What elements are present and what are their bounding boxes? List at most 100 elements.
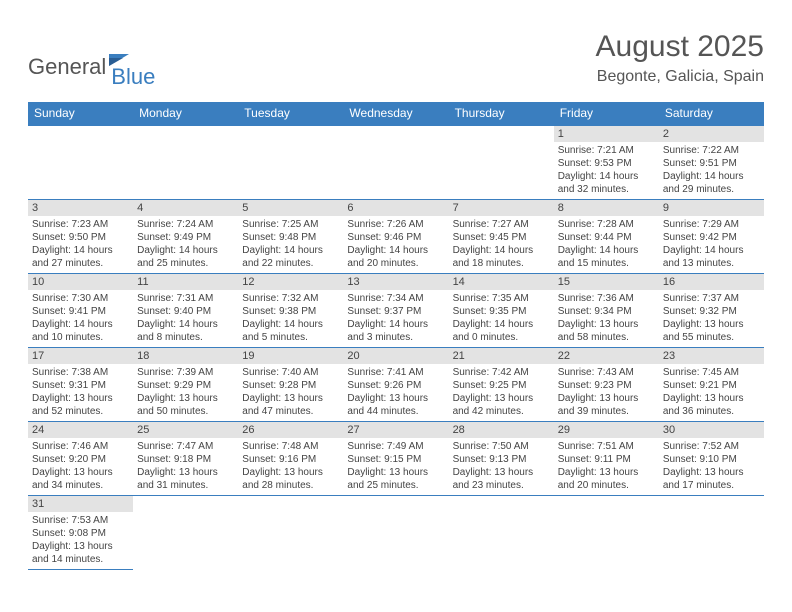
sunrise-text: Sunrise: 7:28 AM [558, 218, 655, 231]
calendar-cell: 23Sunrise: 7:45 AMSunset: 9:21 PMDayligh… [659, 348, 764, 422]
day-number: 30 [659, 422, 764, 438]
day-number: 6 [343, 200, 448, 216]
sunrise-text: Sunrise: 7:38 AM [32, 366, 129, 379]
sunset-text: Sunset: 9:26 PM [347, 379, 444, 392]
sunrise-text: Sunrise: 7:29 AM [663, 218, 760, 231]
sunset-text: Sunset: 9:20 PM [32, 453, 129, 466]
day-number: 11 [133, 274, 238, 290]
day-data: Sunrise: 7:53 AMSunset: 9:08 PMDaylight:… [28, 512, 133, 569]
calendar-cell: 28Sunrise: 7:50 AMSunset: 9:13 PMDayligh… [449, 422, 554, 496]
sunset-text: Sunset: 9:28 PM [242, 379, 339, 392]
calendar-week-row: 24Sunrise: 7:46 AMSunset: 9:20 PMDayligh… [28, 422, 764, 496]
sunrise-text: Sunrise: 7:24 AM [137, 218, 234, 231]
weekday-header: Friday [554, 102, 659, 125]
calendar-cell: 4Sunrise: 7:24 AMSunset: 9:49 PMDaylight… [133, 200, 238, 274]
daylight-text: Daylight: 13 hours and 58 minutes. [558, 318, 655, 344]
daylight-text: Daylight: 14 hours and 20 minutes. [347, 244, 444, 270]
day-number: 16 [659, 274, 764, 290]
sunset-text: Sunset: 9:34 PM [558, 305, 655, 318]
weekday-header-row: SundayMondayTuesdayWednesdayThursdayFrid… [28, 102, 764, 125]
day-data: Sunrise: 7:40 AMSunset: 9:28 PMDaylight:… [238, 364, 343, 421]
daylight-text: Daylight: 13 hours and 17 minutes. [663, 466, 760, 492]
day-number: 27 [343, 422, 448, 438]
daylight-text: Daylight: 13 hours and 39 minutes. [558, 392, 655, 418]
daylight-text: Daylight: 13 hours and 28 minutes. [242, 466, 339, 492]
weekday-header: Monday [133, 102, 238, 125]
location-text: Begonte, Galicia, Spain [596, 68, 764, 86]
calendar-cell-empty [28, 125, 133, 200]
day-data: Sunrise: 7:42 AMSunset: 9:25 PMDaylight:… [449, 364, 554, 421]
day-data: Sunrise: 7:46 AMSunset: 9:20 PMDaylight:… [28, 438, 133, 495]
daylight-text: Daylight: 14 hours and 13 minutes. [663, 244, 760, 270]
sunrise-text: Sunrise: 7:27 AM [453, 218, 550, 231]
day-number: 29 [554, 422, 659, 438]
sunset-text: Sunset: 9:35 PM [453, 305, 550, 318]
day-data: Sunrise: 7:32 AMSunset: 9:38 PMDaylight:… [238, 290, 343, 347]
day-data: Sunrise: 7:52 AMSunset: 9:10 PMDaylight:… [659, 438, 764, 495]
sunset-text: Sunset: 9:51 PM [663, 157, 760, 170]
sunset-text: Sunset: 9:44 PM [558, 231, 655, 244]
sunset-text: Sunset: 9:49 PM [137, 231, 234, 244]
sunset-text: Sunset: 9:10 PM [663, 453, 760, 466]
day-number: 3 [28, 200, 133, 216]
calendar-cell: 31Sunrise: 7:53 AMSunset: 9:08 PMDayligh… [28, 496, 133, 570]
calendar-cell: 15Sunrise: 7:36 AMSunset: 9:34 PMDayligh… [554, 274, 659, 348]
sunset-text: Sunset: 9:50 PM [32, 231, 129, 244]
daylight-text: Daylight: 14 hours and 18 minutes. [453, 244, 550, 270]
sunrise-text: Sunrise: 7:52 AM [663, 440, 760, 453]
day-number: 12 [238, 274, 343, 290]
sunrise-text: Sunrise: 7:48 AM [242, 440, 339, 453]
daylight-text: Daylight: 13 hours and 23 minutes. [453, 466, 550, 492]
logo-text-general: General [28, 54, 106, 80]
sunset-text: Sunset: 9:18 PM [137, 453, 234, 466]
day-number: 8 [554, 200, 659, 216]
calendar-cell: 25Sunrise: 7:47 AMSunset: 9:18 PMDayligh… [133, 422, 238, 496]
daylight-text: Daylight: 13 hours and 34 minutes. [32, 466, 129, 492]
calendar-cell: 2Sunrise: 7:22 AMSunset: 9:51 PMDaylight… [659, 125, 764, 200]
sunrise-text: Sunrise: 7:51 AM [558, 440, 655, 453]
sunset-text: Sunset: 9:37 PM [347, 305, 444, 318]
day-number: 13 [343, 274, 448, 290]
sunset-text: Sunset: 9:29 PM [137, 379, 234, 392]
day-data: Sunrise: 7:51 AMSunset: 9:11 PMDaylight:… [554, 438, 659, 495]
sunset-text: Sunset: 9:32 PM [663, 305, 760, 318]
day-data: Sunrise: 7:49 AMSunset: 9:15 PMDaylight:… [343, 438, 448, 495]
day-number: 7 [449, 200, 554, 216]
sunset-text: Sunset: 9:13 PM [453, 453, 550, 466]
daylight-text: Daylight: 13 hours and 44 minutes. [347, 392, 444, 418]
calendar-cell: 27Sunrise: 7:49 AMSunset: 9:15 PMDayligh… [343, 422, 448, 496]
day-data: Sunrise: 7:39 AMSunset: 9:29 PMDaylight:… [133, 364, 238, 421]
daylight-text: Daylight: 14 hours and 22 minutes. [242, 244, 339, 270]
calendar-cell: 30Sunrise: 7:52 AMSunset: 9:10 PMDayligh… [659, 422, 764, 496]
sunrise-text: Sunrise: 7:50 AM [453, 440, 550, 453]
day-number: 10 [28, 274, 133, 290]
weekday-header: Tuesday [238, 102, 343, 125]
day-data: Sunrise: 7:22 AMSunset: 9:51 PMDaylight:… [659, 142, 764, 199]
day-data: Sunrise: 7:50 AMSunset: 9:13 PMDaylight:… [449, 438, 554, 495]
sunrise-text: Sunrise: 7:22 AM [663, 144, 760, 157]
calendar-cell: 18Sunrise: 7:39 AMSunset: 9:29 PMDayligh… [133, 348, 238, 422]
sunset-text: Sunset: 9:38 PM [242, 305, 339, 318]
sunrise-text: Sunrise: 7:31 AM [137, 292, 234, 305]
sunset-text: Sunset: 9:08 PM [32, 527, 129, 540]
sunrise-text: Sunrise: 7:36 AM [558, 292, 655, 305]
calendar-cell: 26Sunrise: 7:48 AMSunset: 9:16 PMDayligh… [238, 422, 343, 496]
calendar-cell: 5Sunrise: 7:25 AMSunset: 9:48 PMDaylight… [238, 200, 343, 274]
day-number: 22 [554, 348, 659, 364]
sunrise-text: Sunrise: 7:35 AM [453, 292, 550, 305]
calendar-cell: 7Sunrise: 7:27 AMSunset: 9:45 PMDaylight… [449, 200, 554, 274]
sunset-text: Sunset: 9:41 PM [32, 305, 129, 318]
calendar-body: 1Sunrise: 7:21 AMSunset: 9:53 PMDaylight… [28, 125, 764, 570]
day-data: Sunrise: 7:48 AMSunset: 9:16 PMDaylight:… [238, 438, 343, 495]
day-number: 14 [449, 274, 554, 290]
calendar-cell: 21Sunrise: 7:42 AMSunset: 9:25 PMDayligh… [449, 348, 554, 422]
day-data: Sunrise: 7:30 AMSunset: 9:41 PMDaylight:… [28, 290, 133, 347]
calendar-cell-empty [343, 125, 448, 200]
daylight-text: Daylight: 13 hours and 47 minutes. [242, 392, 339, 418]
sunset-text: Sunset: 9:46 PM [347, 231, 444, 244]
sunrise-text: Sunrise: 7:47 AM [137, 440, 234, 453]
day-data: Sunrise: 7:26 AMSunset: 9:46 PMDaylight:… [343, 216, 448, 273]
month-title: August 2025 [596, 30, 764, 64]
calendar-cell: 20Sunrise: 7:41 AMSunset: 9:26 PMDayligh… [343, 348, 448, 422]
day-number: 17 [28, 348, 133, 364]
